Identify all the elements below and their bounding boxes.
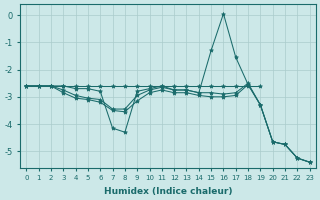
X-axis label: Humidex (Indice chaleur): Humidex (Indice chaleur) (104, 187, 232, 196)
